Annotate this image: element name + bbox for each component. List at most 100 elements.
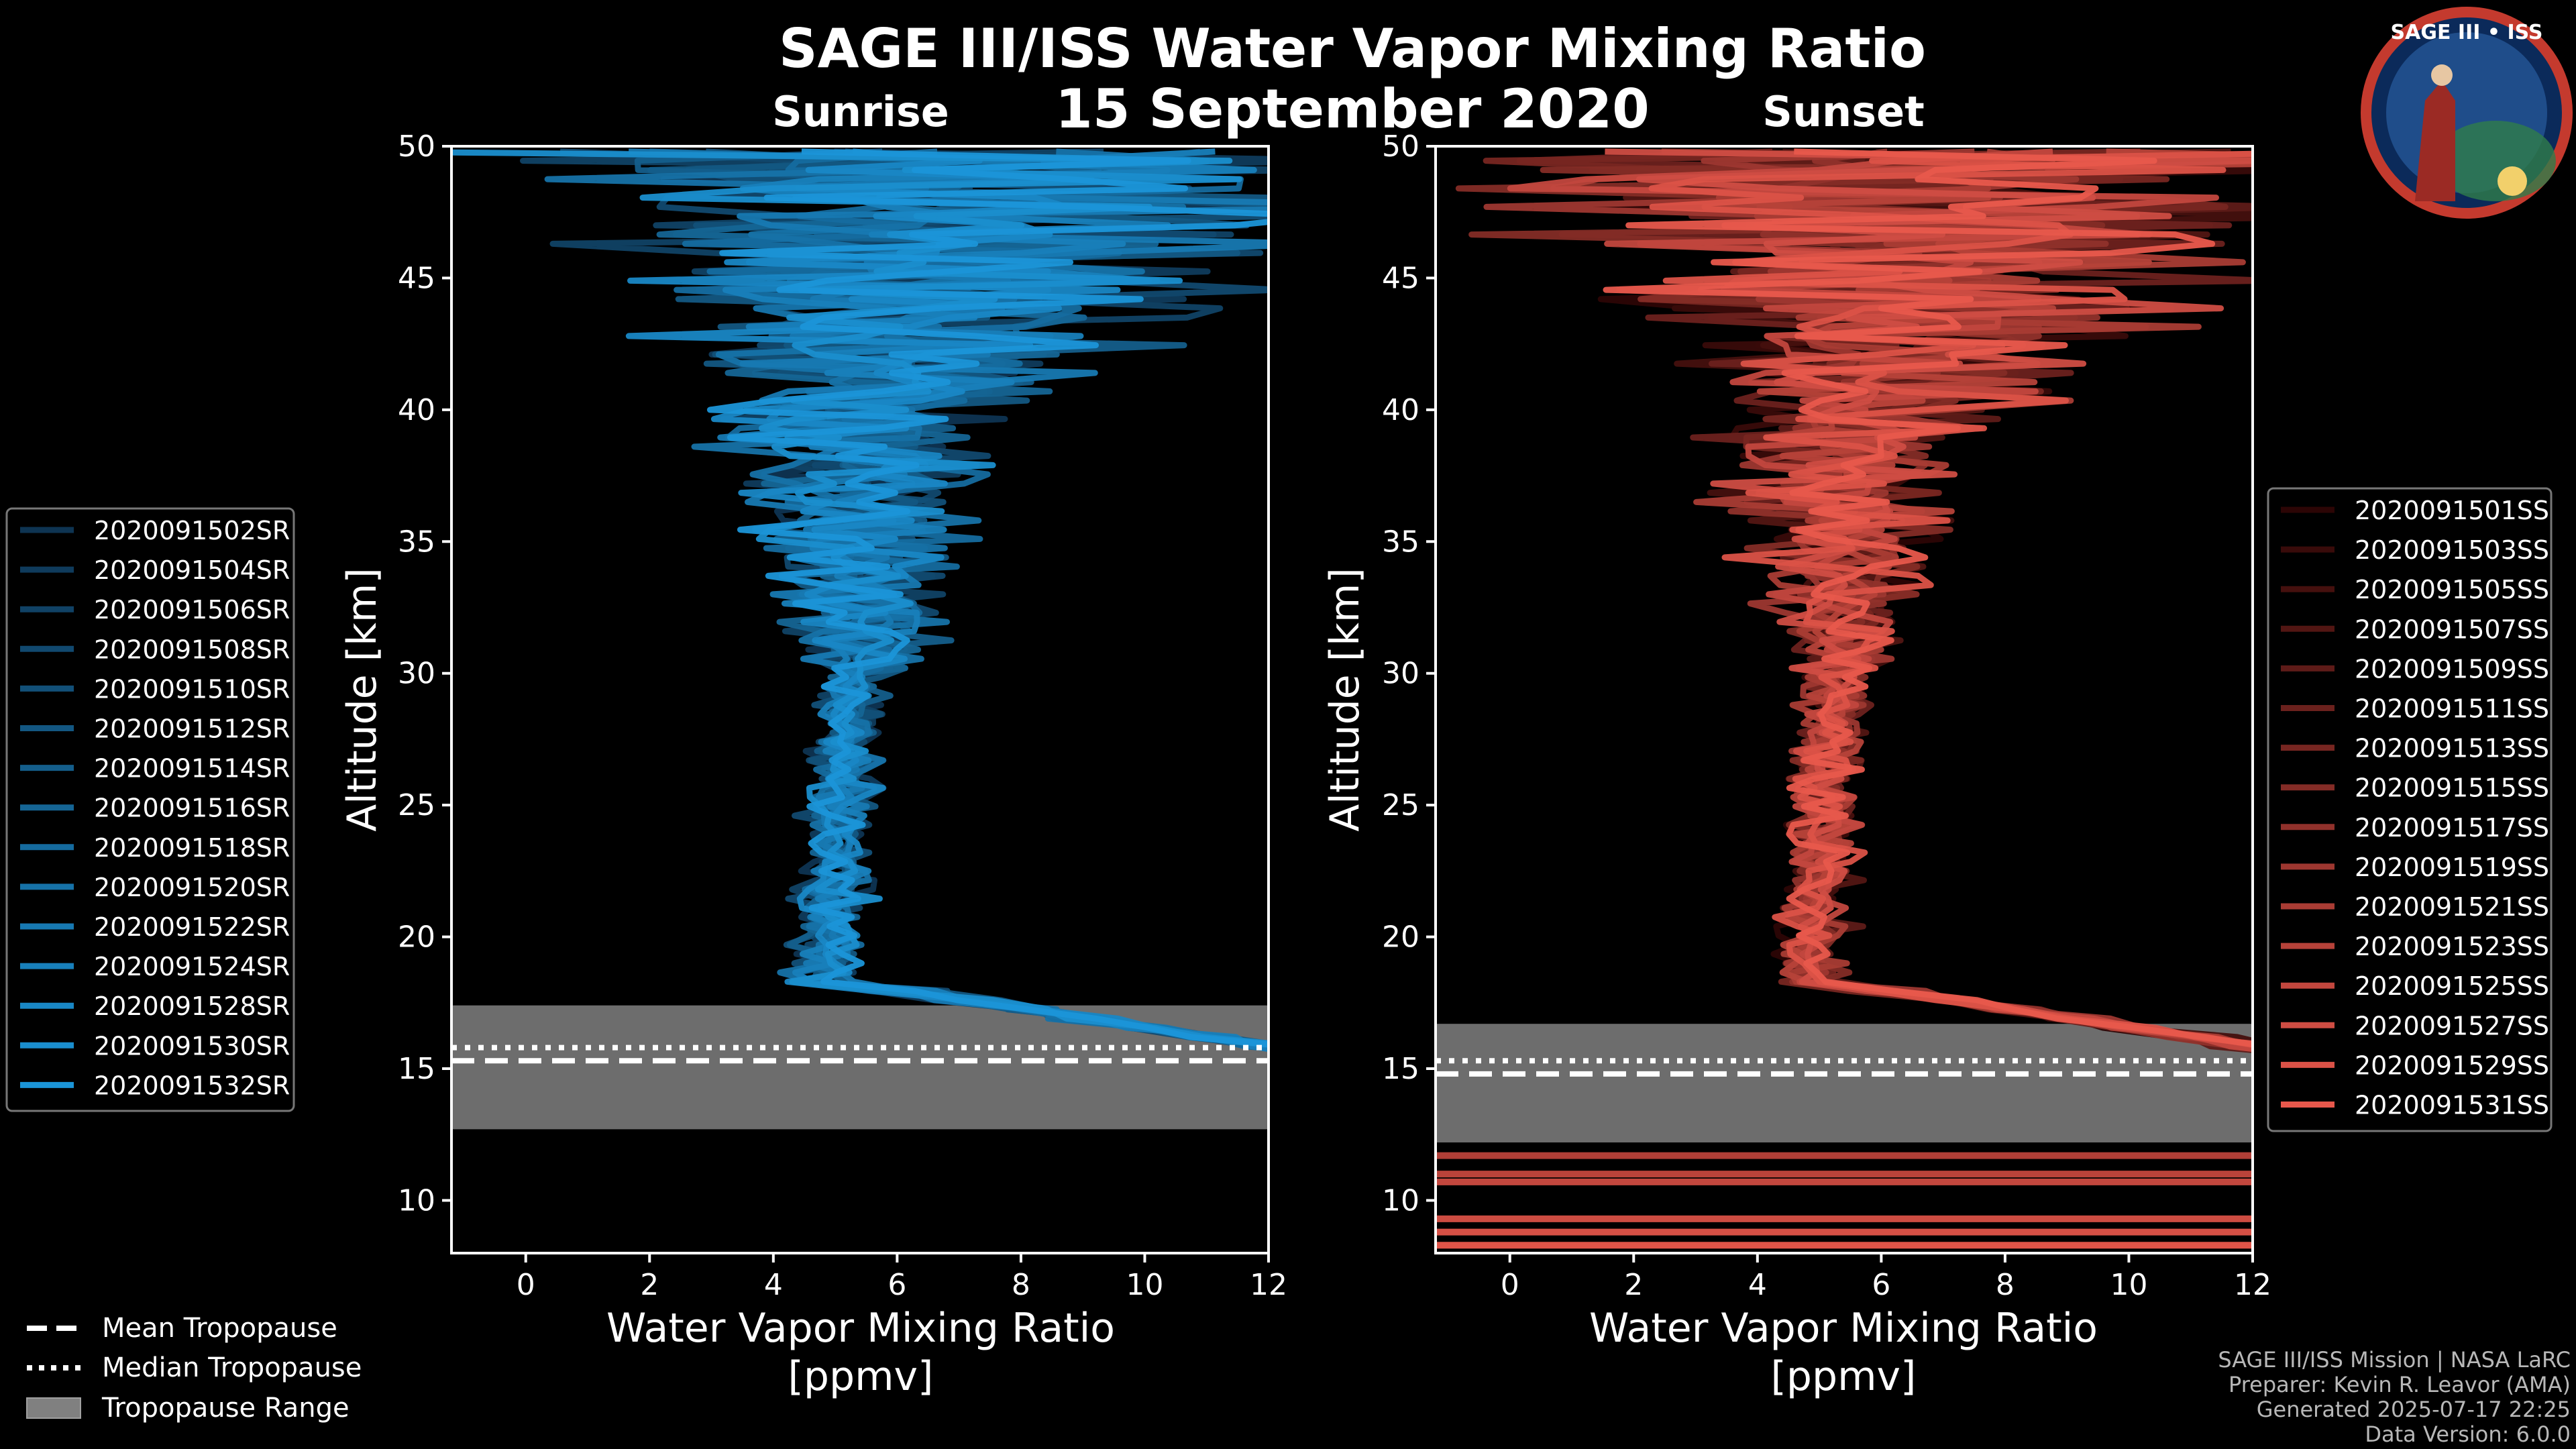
sunset-xtick-label: 6 xyxy=(1872,1268,1890,1302)
legend-label-2020091514SR: 2020091514SR xyxy=(94,754,290,784)
sunrise-xlabel: Water Vapor Mixing Ratio xyxy=(606,1305,1115,1352)
legend-label-2020091527SS: 2020091527SS xyxy=(2355,1011,2549,1040)
legend-label-2020091522SR: 2020091522SR xyxy=(94,912,290,942)
legend-label-2020091512SR: 2020091512SR xyxy=(94,714,290,744)
sunset-ytick-label: 25 xyxy=(1382,788,1419,822)
sunset-xtick-label: 0 xyxy=(1501,1268,1519,1302)
profile-line-2020091531SS xyxy=(1603,148,2253,1048)
sunrise-ylabel: Altitude [km] xyxy=(339,568,386,832)
legend-label-2020091529SS: 2020091529SS xyxy=(2355,1051,2549,1080)
tropopause-range-legend-label: Tropopause Range xyxy=(101,1393,350,1424)
sage-iii-iss-logo: SAGE III • ISS xyxy=(2361,7,2573,219)
sunrise-axes: 10 15 20 25 30 35 40 45 50 0 2 4 6 8 10 12 xyxy=(398,129,1287,1302)
legend-label-2020091521SS: 2020091521SS xyxy=(2355,892,2549,922)
sunset-legend-frame xyxy=(2267,487,2553,1132)
legend-label-2020091519SS: 2020091519SS xyxy=(2355,853,2549,882)
legend-label-2020091506SR: 2020091506SR xyxy=(94,595,290,625)
logo-text: SAGE III • ISS xyxy=(2391,21,2543,44)
sunset-ytick-label: 50 xyxy=(1382,129,1419,164)
sunset-ytick-label: 35 xyxy=(1382,525,1419,559)
sunset-legend: 2020091501SS 2020091503SS 2020091505SS 2020… xyxy=(2267,487,2553,1132)
sunrise-ytick-label: 20 xyxy=(398,920,435,955)
logo-sun-icon xyxy=(2498,166,2527,196)
sunrise-xtick-label: 12 xyxy=(1250,1268,1287,1302)
legend-label-2020091511SS: 2020091511SS xyxy=(2355,694,2549,724)
sunrise-ytick-label: 50 xyxy=(398,129,435,164)
legend-label-2020091518SR: 2020091518SR xyxy=(94,833,290,863)
sunset-ytick-label: 30 xyxy=(1382,657,1419,691)
sunrise-xtick-label: 10 xyxy=(1126,1268,1163,1302)
sunset-profiles xyxy=(1436,148,2253,1249)
sunrise-plot-frame xyxy=(450,145,1270,1254)
sunset-xtick-label: 2 xyxy=(1624,1268,1643,1302)
sunrise-profiles xyxy=(451,148,1269,1130)
legend-label-2020091507SS: 2020091507SS xyxy=(2355,614,2549,644)
sunset-xtick-label: 4 xyxy=(1748,1268,1767,1302)
logo-figure-icon xyxy=(2415,80,2455,201)
legend-label-2020091520SR: 2020091520SR xyxy=(94,873,290,902)
legend-label-2020091510SR: 2020091510SR xyxy=(94,674,290,704)
sunrise-ytick-label: 45 xyxy=(398,261,435,295)
sunrise-legend-frame xyxy=(5,507,295,1112)
legend-label-2020091523SS: 2020091523SS xyxy=(2355,932,2549,961)
legend-label-2020091508SR: 2020091508SR xyxy=(94,635,290,664)
sunset-xtick-label: 8 xyxy=(1996,1268,2015,1302)
sunrise-xlabel-unit: [ppmv] xyxy=(788,1353,934,1400)
legend-label-2020091505SS: 2020091505SS xyxy=(2355,575,2549,604)
legend-label-2020091524SR: 2020091524SR xyxy=(94,952,290,981)
sunrise-panel: 10 15 20 25 30 35 40 45 50 0 2 4 6 8 10 12 Water Vapor … xyxy=(339,129,1287,1400)
legend-label-2020091531SS: 2020091531SS xyxy=(2355,1091,2549,1120)
logo-figure-head-icon xyxy=(2431,64,2453,86)
chart-title: SAGE III/ISS Water Vapor Mixing Ratio xyxy=(779,17,1926,80)
mean-tropopause-legend-label: Mean Tropopause xyxy=(102,1313,337,1344)
sunset-xlabel: Water Vapor Mixing Ratio xyxy=(1589,1305,2098,1352)
sunrise-subtitle: Sunrise xyxy=(772,87,949,136)
footer-credits: SAGE III/ISS Mission | NASA LaRC Prepare… xyxy=(2218,1347,2571,1447)
legend-label-2020091530SR: 2020091530SR xyxy=(94,1031,290,1061)
sunset-plot-frame xyxy=(1434,145,2254,1254)
sunset-ytick-label: 10 xyxy=(1382,1183,1419,1218)
sunrise-xtick-label: 4 xyxy=(764,1268,783,1302)
sunset-subtitle: Sunset xyxy=(1762,87,1925,136)
sunrise-xtick-label: 0 xyxy=(517,1268,535,1302)
legend-label-2020091502SR: 2020091502SR xyxy=(94,516,290,545)
legend-label-2020091515SS: 2020091515SS xyxy=(2355,773,2549,803)
sunrise-ytick-label: 25 xyxy=(398,788,435,822)
sunset-xtick-label: 10 xyxy=(2110,1268,2147,1302)
sunrise-ytick-label: 15 xyxy=(398,1052,435,1086)
sunset-ytick-label: 45 xyxy=(1382,261,1419,295)
sunrise-ytick-label: 35 xyxy=(398,525,435,559)
sunrise-xtick-label: 2 xyxy=(640,1268,659,1302)
footer-generated: Generated 2025-07-17 22:25 xyxy=(2257,1397,2571,1422)
median-tropopause-legend-label: Median Tropopause xyxy=(102,1352,362,1383)
legend-label-2020091509SS: 2020091509SS xyxy=(2355,654,2549,684)
sunset-panel: 10 15 20 25 30 35 40 45 50 0 2 4 6 8 10 12 Water Vapor … xyxy=(1322,129,2271,1400)
sunset-tropopause-range-band xyxy=(1436,1024,2253,1142)
legend-label-2020091532SR: 2020091532SR xyxy=(94,1071,290,1100)
sunset-ytick-label: 15 xyxy=(1382,1052,1419,1086)
legend-label-2020091513SS: 2020091513SS xyxy=(2355,734,2549,763)
sunset-ytick-label: 40 xyxy=(1382,393,1419,427)
sunset-xtick-label: 12 xyxy=(2234,1268,2271,1302)
sunset-ytick-label: 20 xyxy=(1382,920,1419,955)
legend-label-2020091516SR: 2020091516SR xyxy=(94,794,290,823)
footer-preparer: Preparer: Kevin R. Leavor (AMA) xyxy=(2229,1372,2571,1397)
sunrise-ytick-label: 30 xyxy=(398,657,435,691)
footer-data-version: Data Version: 6.0.0 xyxy=(2365,1421,2571,1447)
sunrise-legend: 2020091502SR 2020091504SR 2020091506SR 2020… xyxy=(5,507,295,1112)
sunrise-ytick-label: 40 xyxy=(398,393,435,427)
sunrise-xtick-label: 8 xyxy=(1012,1268,1030,1302)
legend-label-2020091503SS: 2020091503SS xyxy=(2355,535,2549,565)
legend-label-2020091525SS: 2020091525SS xyxy=(2355,971,2549,1001)
profile-line-2020091532SR xyxy=(706,148,1269,1048)
sunset-axes: 10 15 20 25 30 35 40 45 50 0 2 4 6 8 10 12 xyxy=(1382,129,2271,1302)
sunrise-ytick-label: 10 xyxy=(398,1183,435,1218)
footer-mission: SAGE III/ISS Mission | NASA LaRC xyxy=(2218,1347,2571,1373)
legend-label-2020091517SS: 2020091517SS xyxy=(2355,813,2549,843)
tropopause-range-legend-swatch xyxy=(26,1397,81,1419)
sunset-ylabel: Altitude [km] xyxy=(1322,568,1368,832)
sunset-xlabel-unit: [ppmv] xyxy=(1771,1353,1917,1400)
sunrise-xtick-label: 6 xyxy=(888,1268,906,1302)
